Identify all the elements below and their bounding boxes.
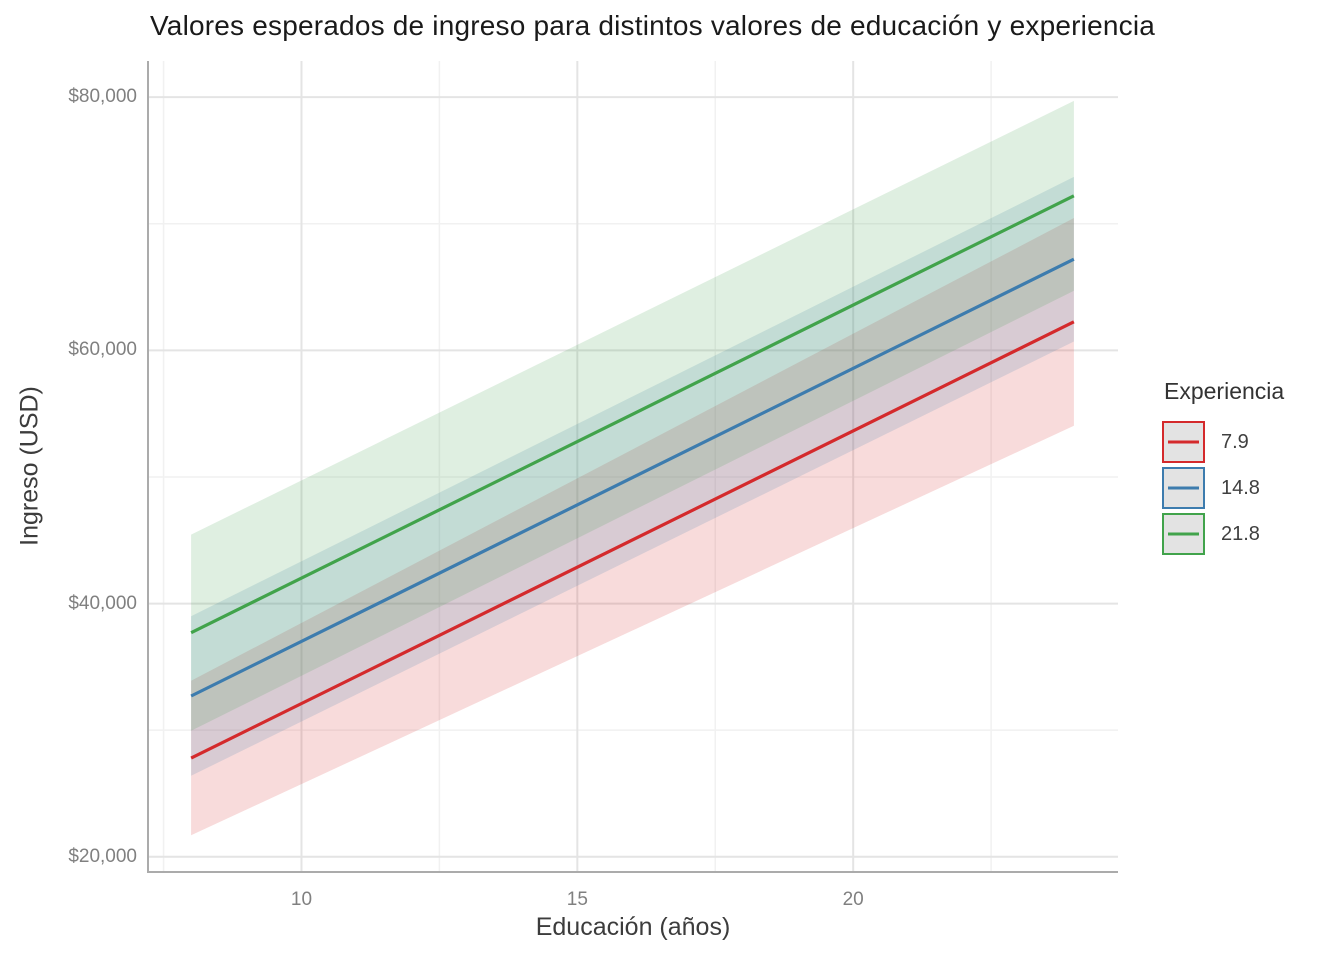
x-tick-label: 20 (842, 889, 864, 910)
legend-item-label: 21.8 (1221, 522, 1260, 545)
plot-svg (147, 61, 1118, 873)
y-tick-label: $40,000 (68, 592, 137, 614)
y-axis-title: Ingreso (USD) (15, 386, 44, 546)
y-tick-label: $80,000 (68, 86, 137, 108)
y-tick-label: $20,000 (68, 845, 137, 867)
x-tick-label: 10 (290, 889, 313, 910)
legend: Experiencia 7.9 14.8 21.8 (1162, 378, 1284, 559)
legend-item-label: 14.8 (1221, 476, 1260, 499)
legend-key-swatch (1162, 513, 1205, 555)
x-axis-title: Educación (años) (535, 913, 731, 941)
chart-title: Valores esperados de ingreso para distin… (150, 10, 1156, 41)
legend-item: 21.8 (1162, 513, 1284, 555)
legend-key-line-icon (1168, 532, 1199, 536)
y-tick-label: $60,000 (68, 339, 137, 361)
legend-item: 7.9 (1162, 421, 1284, 463)
legend-key-line-icon (1168, 440, 1199, 444)
legend-item-label: 7.9 (1221, 430, 1249, 453)
legend-key-line-icon (1168, 486, 1199, 490)
legend-item: 14.8 (1162, 467, 1284, 509)
legend-key-swatch (1162, 467, 1205, 509)
legend-key-swatch (1162, 421, 1205, 463)
legend-title: Experiencia (1164, 378, 1285, 404)
plot-panel (147, 61, 1118, 873)
x-tick-label: 15 (566, 889, 588, 910)
